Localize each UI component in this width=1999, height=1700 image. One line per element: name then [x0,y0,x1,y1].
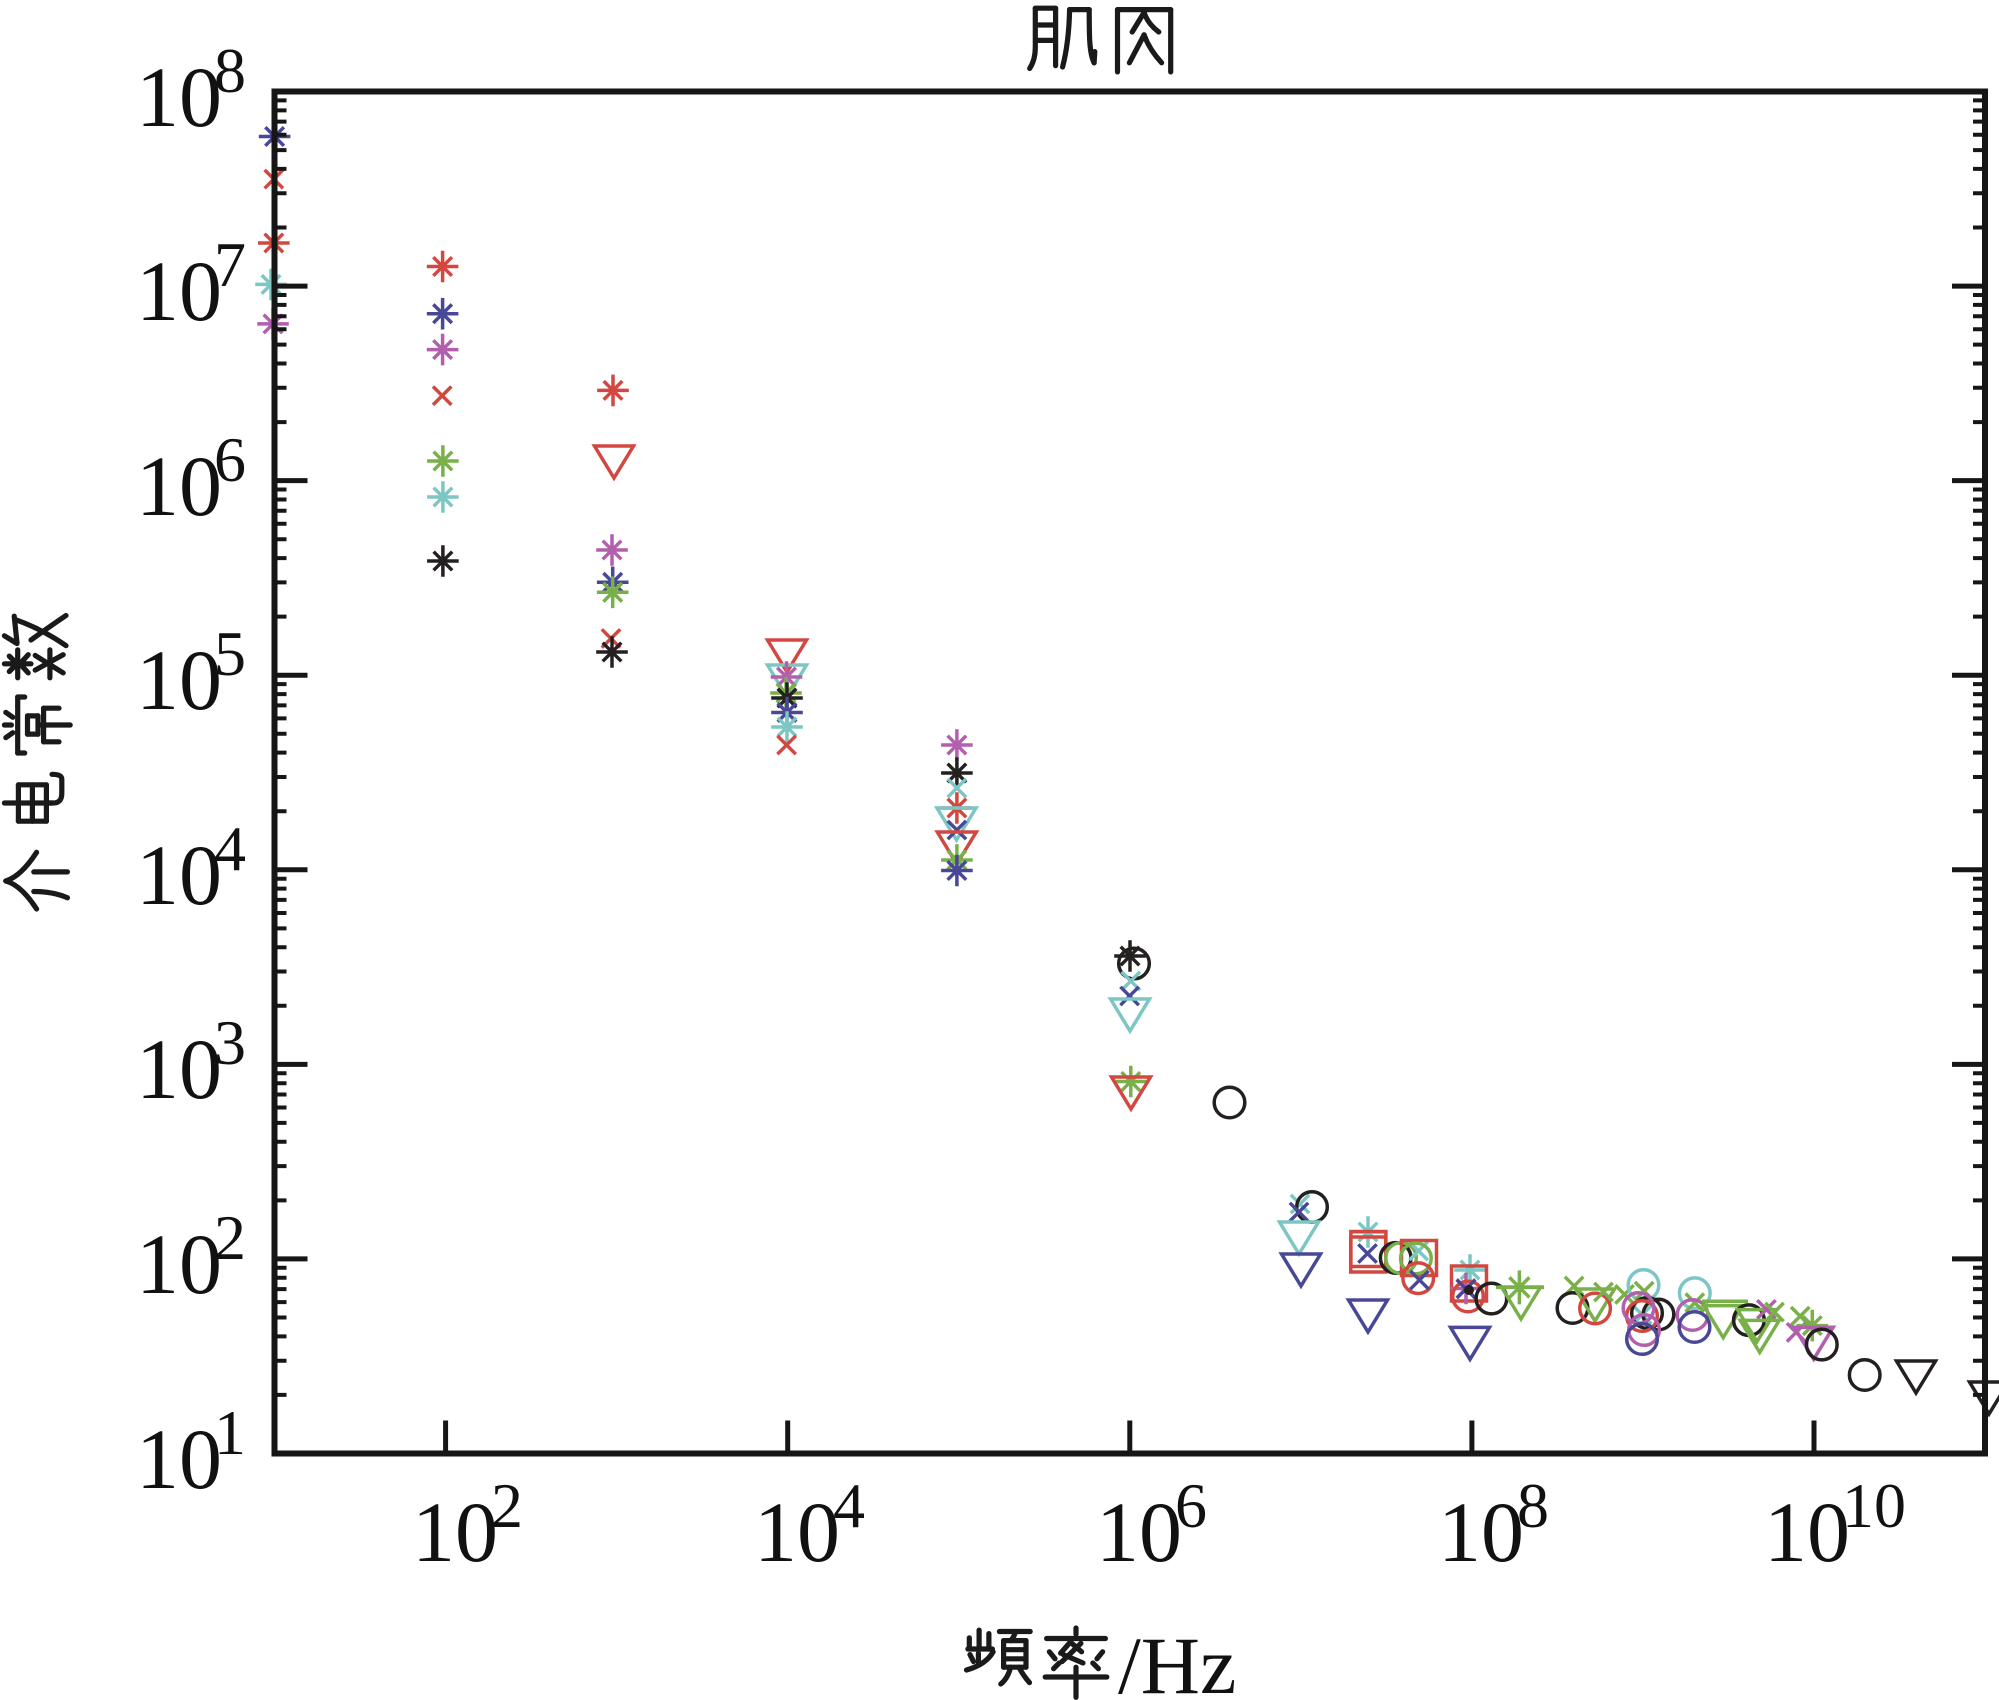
svg-text:8: 8 [214,35,246,106]
svg-text:10: 10 [136,632,222,728]
svg-text:10: 10 [136,1216,222,1312]
svg-text:10: 10 [136,827,222,923]
svg-text:10: 10 [136,1021,222,1117]
svg-text:5: 5 [214,618,246,689]
svg-text:8: 8 [1517,1470,1549,1541]
svg-text:4: 4 [214,813,246,884]
svg-text:10: 10 [1096,1484,1182,1580]
svg-text:7: 7 [214,229,246,300]
svg-text:10: 10 [1842,1470,1906,1541]
svg-text:6: 6 [1175,1470,1207,1541]
svg-text:10: 10 [412,1484,498,1580]
svg-text:2: 2 [491,1470,523,1541]
svg-text:3: 3 [214,1007,246,1078]
svg-text:10: 10 [136,243,222,339]
svg-text:10: 10 [136,438,222,534]
svg-text:6: 6 [214,424,246,495]
svg-text:10: 10 [1764,1484,1850,1580]
svg-text:4: 4 [833,1470,865,1541]
svg-text:10: 10 [754,1484,840,1580]
svg-text:/Hz: /Hz [1118,1620,1236,1700]
svg-text:10: 10 [136,49,222,145]
svg-text:10: 10 [1438,1484,1524,1580]
svg-text:10: 10 [136,1411,222,1507]
svg-text:1: 1 [214,1397,246,1468]
svg-text:2: 2 [214,1202,246,1273]
